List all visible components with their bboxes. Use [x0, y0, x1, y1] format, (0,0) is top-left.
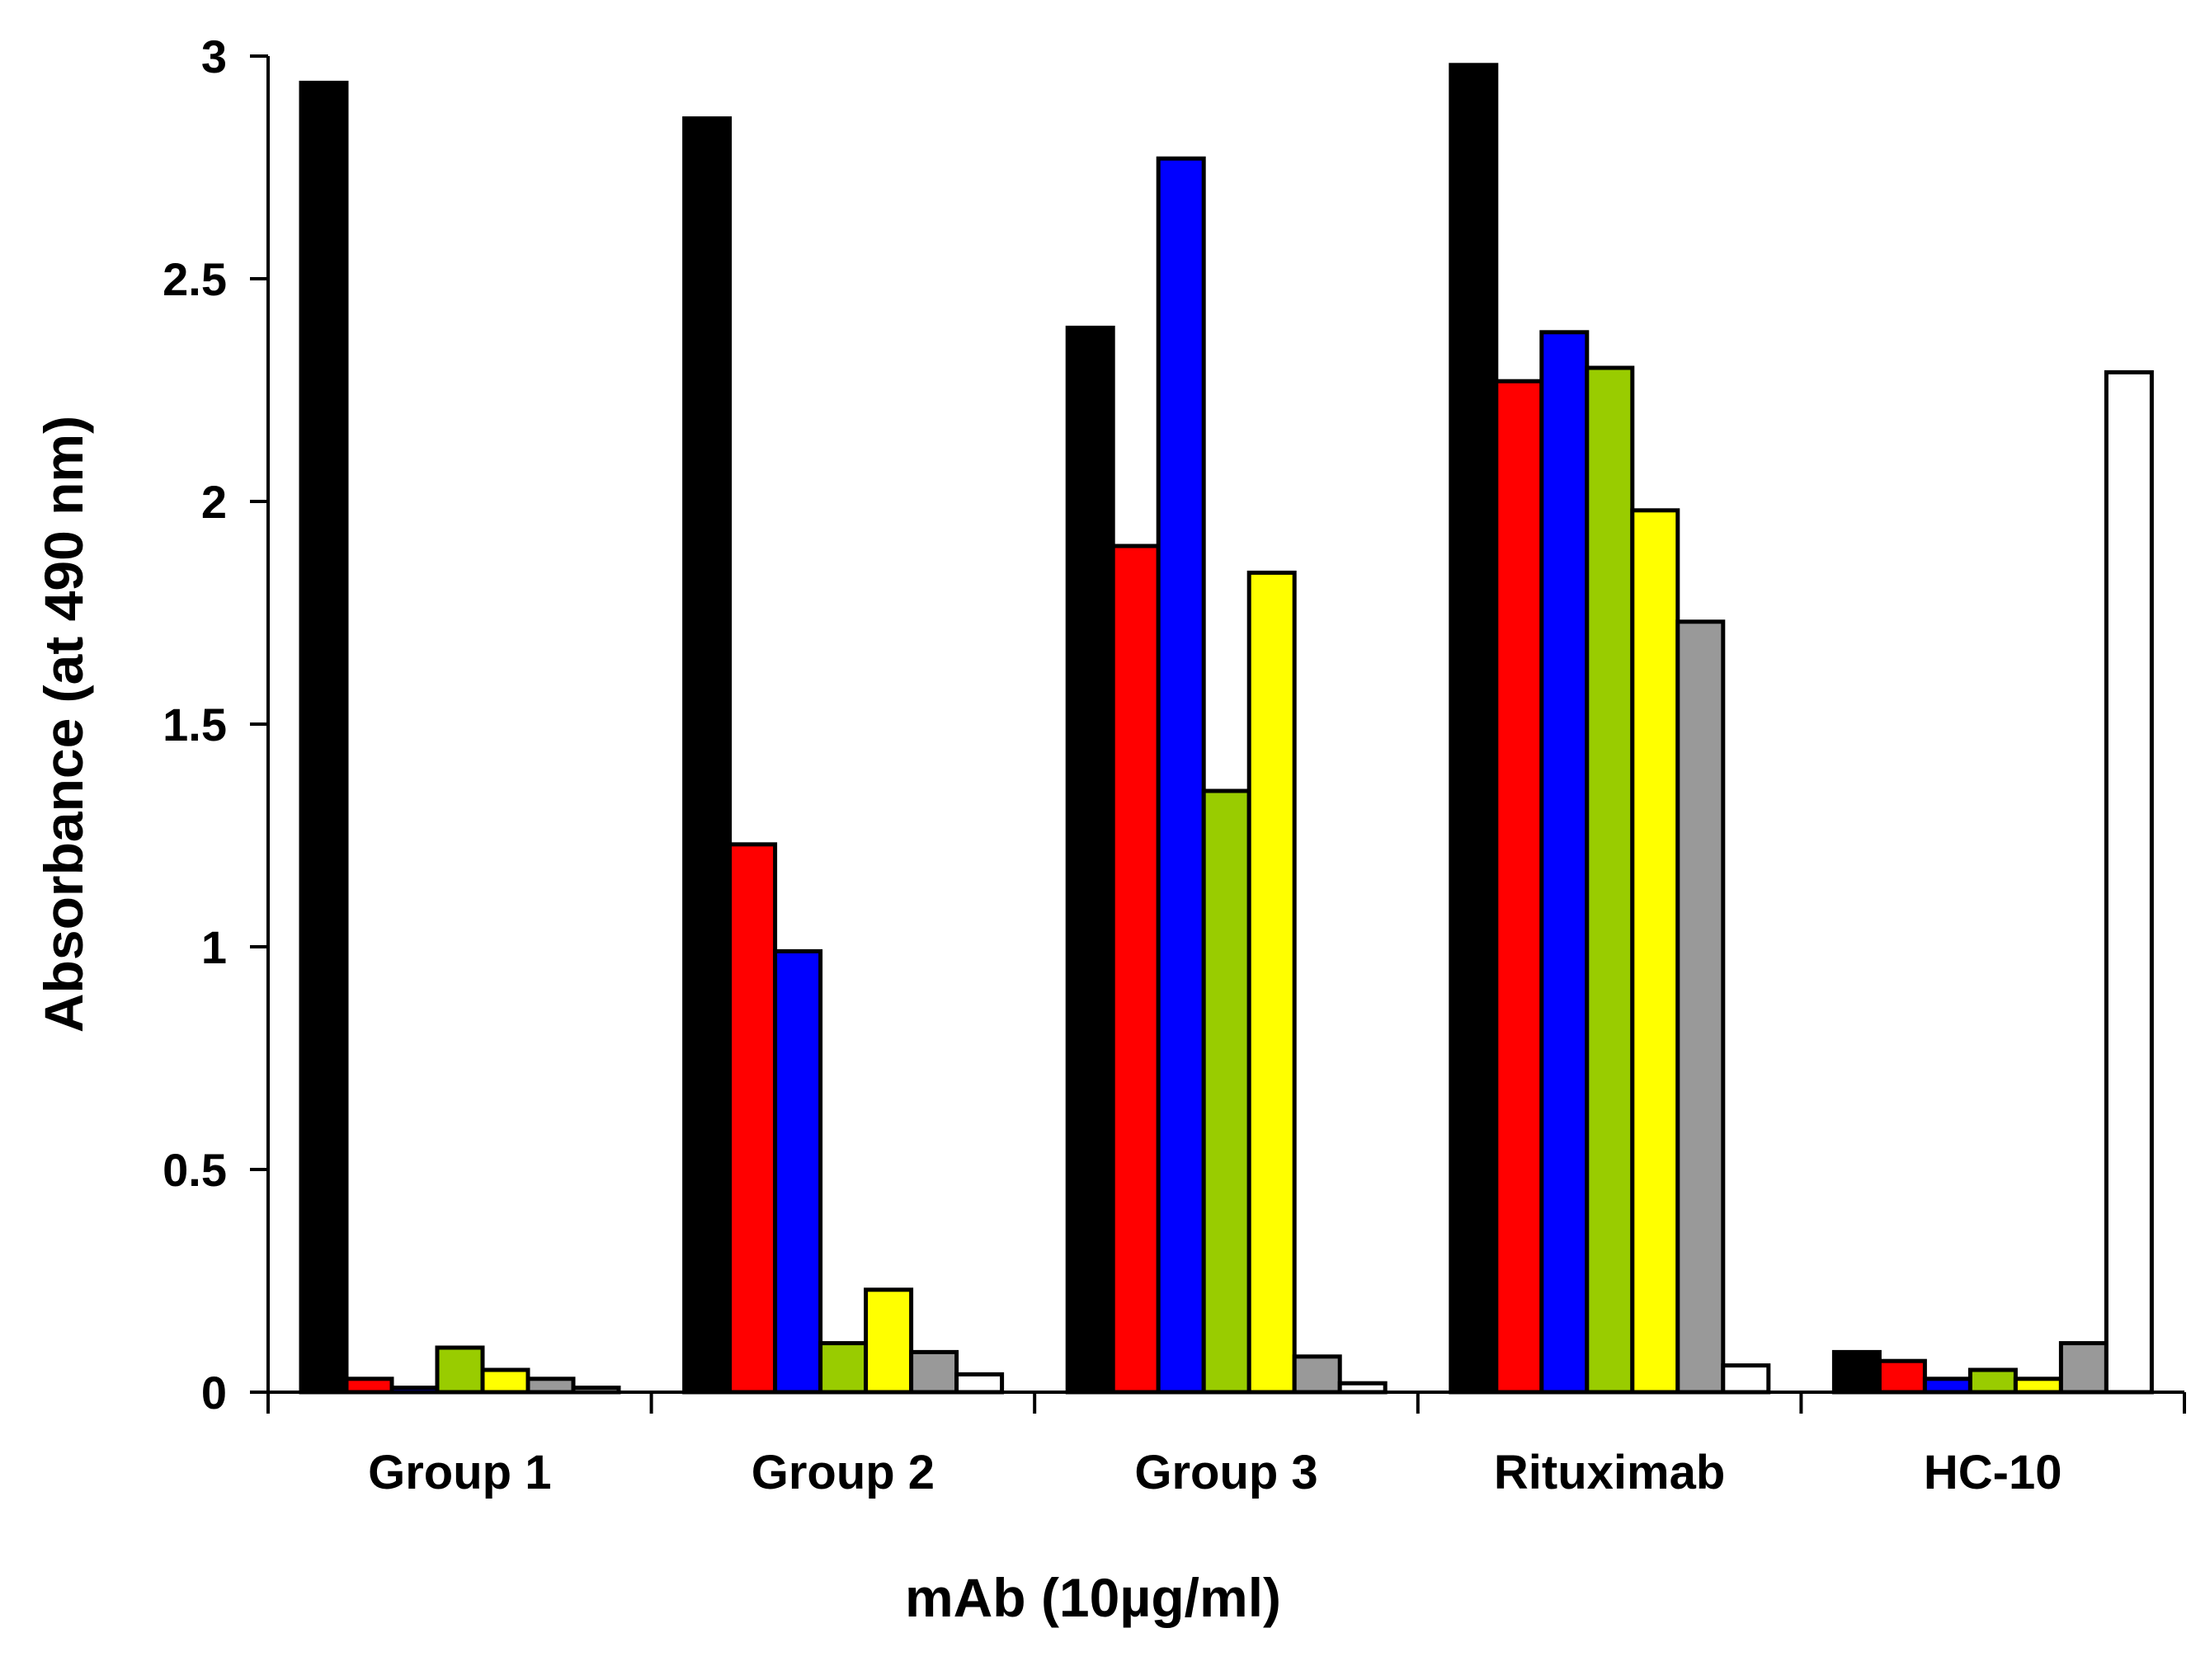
- bar-series-2-group-1: [344, 1376, 394, 1395]
- y-tick-label: 1: [201, 921, 227, 973]
- x-category-label: Rituximab: [1494, 1446, 1725, 1499]
- bar-series-3-group-2: [773, 948, 823, 1395]
- x-category-label: Group 3: [1134, 1446, 1317, 1499]
- bar-series-4-group-3: [1201, 788, 1251, 1395]
- bar-series-5-group-2: [864, 1287, 914, 1395]
- bar-series-1-group-3: [1065, 325, 1115, 1395]
- bars-layer: [299, 63, 2154, 1395]
- bar-series-5-hc-10: [2013, 1376, 2063, 1395]
- bar-series-6-group-2: [909, 1349, 959, 1395]
- bar-series-5-group-1: [480, 1367, 530, 1395]
- bar-series-2-rituximab: [1494, 379, 1544, 1395]
- bar-series-7-group-2: [954, 1372, 1005, 1395]
- x-category-label: HC-10: [1924, 1446, 2062, 1499]
- bar-series-1-rituximab: [1449, 63, 1499, 1395]
- bar-series-2-hc-10: [1877, 1358, 1927, 1395]
- x-category-label: Group 1: [368, 1446, 551, 1499]
- x-category-label: Group 2: [752, 1446, 935, 1499]
- y-tick-label: 2.5: [163, 253, 227, 305]
- y-tick-label: 0: [201, 1367, 227, 1419]
- y-tick-label: 2: [201, 476, 227, 528]
- bar-series-7-rituximab: [1721, 1363, 1771, 1395]
- bar-series-3-group-3: [1156, 156, 1206, 1395]
- bar-series-7-hc-10: [2104, 369, 2154, 1395]
- bar-series-2-group-3: [1110, 544, 1161, 1395]
- bar-series-6-hc-10: [2058, 1341, 2109, 1395]
- bar-series-1-group-1: [299, 80, 349, 1395]
- y-tick-label: 1.5: [163, 699, 227, 751]
- bar-series-5-rituximab: [1630, 508, 1680, 1395]
- bar-series-6-group-3: [1292, 1354, 1342, 1395]
- bar-series-4-hc-10: [1967, 1367, 2018, 1395]
- bar-series-5-group-3: [1246, 570, 1297, 1395]
- bar-series-1-hc-10: [1831, 1349, 1882, 1395]
- y-ticks-layer: 0 0.5 1 1.5 2 2.5 3: [163, 31, 268, 1419]
- bar-series-3-hc-10: [1922, 1376, 1972, 1395]
- y-axis-title: Absorbance (at 490 nm): [33, 416, 94, 1033]
- bar-series-4-rituximab: [1585, 365, 1635, 1395]
- bar-series-4-group-2: [818, 1341, 869, 1395]
- bar-series-6-rituximab: [1675, 619, 1726, 1395]
- bar-series-1-group-2: [682, 116, 733, 1395]
- bar-series-6-group-1: [525, 1376, 576, 1395]
- x-ticks-layer: Group 1 Group 2 Group 3 Rituximab HC-10: [266, 1392, 2186, 1499]
- bar-series-2-group-2: [728, 842, 778, 1395]
- x-axis-title: mAb (10µg/ml): [905, 1567, 1281, 1628]
- bar-series-4-group-1: [435, 1345, 485, 1395]
- y-tick-label: 3: [201, 31, 227, 82]
- bar-series-3-rituximab: [1539, 330, 1590, 1395]
- y-tick-label: 0.5: [163, 1144, 227, 1196]
